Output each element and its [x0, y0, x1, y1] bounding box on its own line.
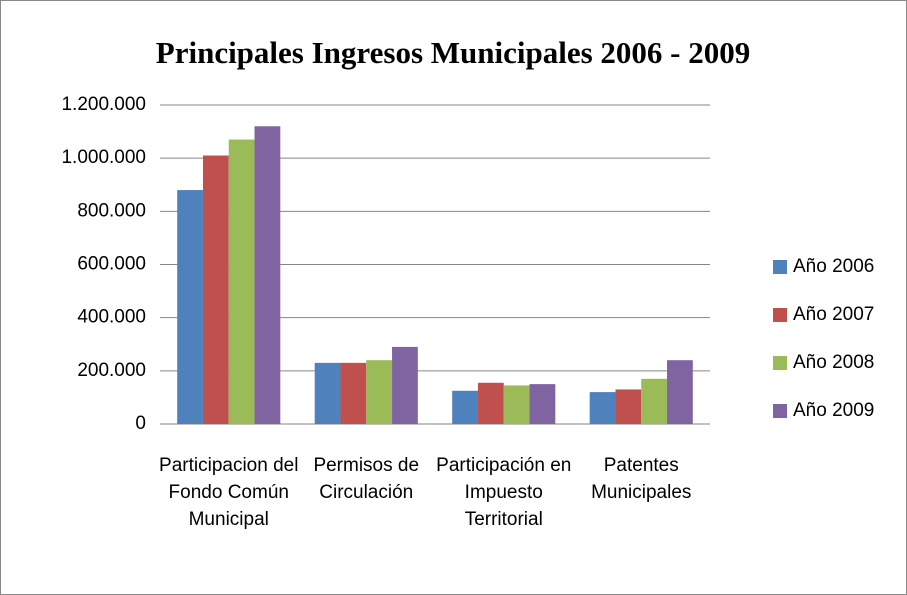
x-tick-label: Permisos de Circulación	[313, 455, 420, 503]
bar	[589, 392, 616, 424]
bar	[254, 126, 281, 425]
bar	[503, 385, 530, 424]
bar	[202, 155, 229, 424]
y-tick-label: 0	[135, 413, 146, 434]
y-tick-label: 600.000	[77, 254, 146, 275]
legend-label: Año 2009	[793, 400, 874, 421]
legend-swatch	[773, 260, 787, 274]
bar	[228, 139, 255, 424]
bar	[641, 378, 668, 424]
y-tick-label: 1.000.000	[61, 147, 146, 168]
legend-swatch	[773, 356, 787, 370]
legend-swatch	[773, 404, 787, 418]
bar	[615, 389, 642, 424]
y-tick-label: 200.000	[77, 360, 146, 381]
bar	[477, 382, 504, 424]
y-tick-label: 400.000	[77, 307, 146, 328]
bar	[340, 362, 367, 424]
legend-swatch	[773, 308, 787, 322]
legend-label: Año 2006	[793, 256, 874, 277]
bar	[177, 190, 203, 424]
x-tick-label: Participacion del Fondo Común Municipal	[159, 455, 299, 530]
chart-title: Principales Ingresos Municipales 2006 - …	[156, 35, 750, 70]
bar	[529, 384, 556, 424]
x-tick-label: Patentes Municipales	[591, 455, 692, 503]
bar	[314, 362, 341, 424]
bar	[667, 360, 693, 424]
bar	[366, 360, 393, 424]
legend-label: Año 2007	[793, 304, 874, 325]
y-tick-label: 1.200.000	[61, 94, 146, 115]
y-tick-label: 800.000	[77, 200, 146, 221]
x-tick-label: Participación en Impuesto Territorial	[436, 455, 572, 530]
legend-label: Año 2008	[793, 352, 874, 373]
bar	[452, 390, 478, 424]
bar	[392, 346, 418, 424]
